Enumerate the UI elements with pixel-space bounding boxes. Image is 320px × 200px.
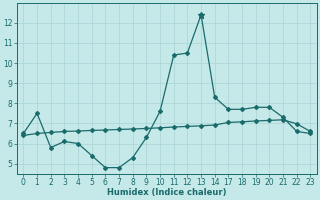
X-axis label: Humidex (Indice chaleur): Humidex (Indice chaleur) <box>107 188 227 197</box>
